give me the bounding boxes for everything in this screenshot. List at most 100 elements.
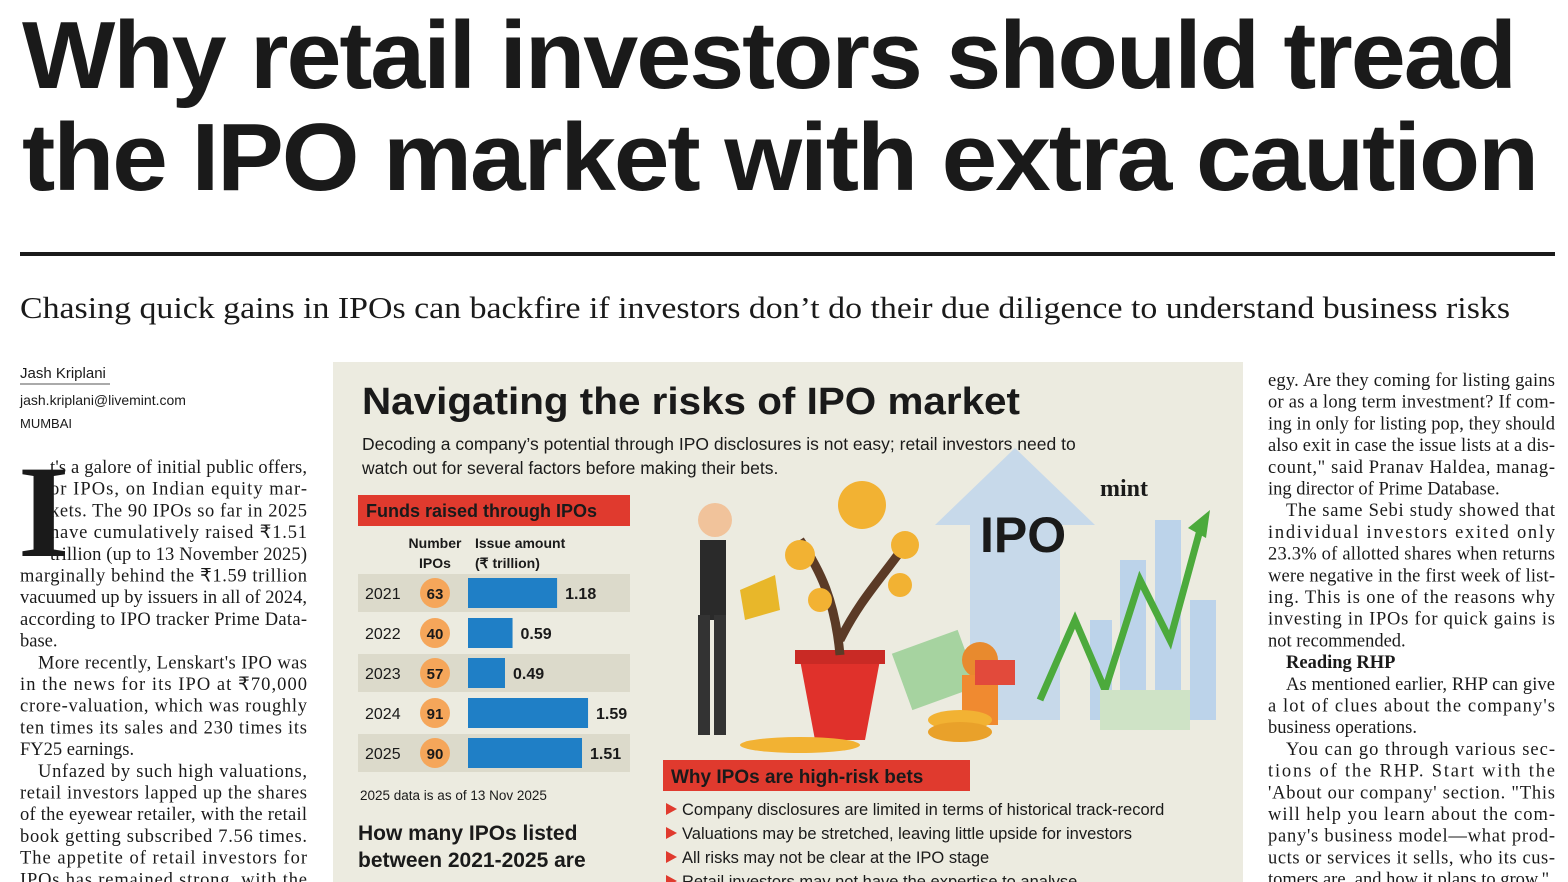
amount-bar	[468, 578, 558, 608]
ipo-count-badge	[420, 618, 450, 648]
ipo-count: 57	[427, 666, 444, 683]
headline-rule	[20, 252, 1555, 256]
illustration	[698, 448, 1216, 753]
amount-bar	[468, 658, 505, 688]
body-line: ucts or services it sells, who its cus-	[1268, 848, 1555, 868]
ipo-count: 90	[427, 746, 444, 763]
headline: the IPO market with extra caution	[22, 104, 1537, 211]
bullet	[666, 803, 677, 815]
section-heading: How many IPOs listed	[358, 822, 577, 845]
headline: Why retail investors should tread	[22, 2, 1515, 109]
section-heading: between 2021-2025 are	[358, 849, 586, 872]
body-line: tions of the RHP. Start with the	[1268, 762, 1555, 782]
risk-item: Company disclosures are limited in terms…	[682, 801, 1164, 819]
table-note: 2025 data is as of 13 Nov 2025	[360, 788, 547, 803]
year: 2025	[365, 746, 401, 763]
label-box	[663, 760, 970, 791]
body-line: ing director of Prime Database.	[1268, 480, 1500, 500]
risk-item: All risks may not be clear at the IPO st…	[682, 849, 989, 867]
ipo-count: 91	[427, 706, 444, 723]
ipo-count: 63	[427, 586, 444, 603]
ipo-count-badge	[420, 698, 450, 728]
body-line: according to IPO tracker Prime Data-	[20, 610, 307, 630]
column-header: IPOs	[419, 555, 451, 571]
logo: mint	[1100, 476, 1148, 502]
infographic-description: watch out for several factors before mak…	[361, 458, 778, 478]
amount-label: 0.59	[521, 626, 552, 643]
bullet	[666, 851, 677, 863]
year: 2021	[365, 586, 401, 603]
year: 2022	[365, 626, 401, 643]
subheadline: Chasing quick gains in IPOs can backfire…	[20, 290, 1510, 325]
location: MUMBAI	[20, 416, 72, 431]
body-line: or as a long term investment? If com-	[1268, 393, 1555, 413]
body-line: of the eyewear retailer, with the retail	[20, 805, 307, 825]
ipo-count-badge	[420, 658, 450, 688]
body-line: were negative in the first week of list-	[1268, 566, 1555, 586]
body-line: egy. Are they coming for listing gains	[1268, 371, 1555, 391]
body-line: in the news for its IPO at ₹70,000	[20, 675, 307, 695]
bullet	[666, 827, 677, 839]
body-line: retail investors lapped up the shares	[20, 784, 307, 804]
body-line: kets. The 90 IPOs so far in 2025	[50, 501, 307, 521]
amount-bar	[468, 738, 583, 768]
amount-label: 1.51	[590, 746, 621, 763]
body-line: 23.3% of allotted shares when returns	[1268, 545, 1555, 565]
body-line: The same Sebi study showed that	[1286, 501, 1556, 521]
illustration-label: IPO	[980, 507, 1066, 563]
table-title: Funds raised through IPOs	[366, 501, 597, 521]
body-line: also exit in case the issue lists at a d…	[1268, 436, 1555, 456]
body-line: will help you learn about the com-	[1268, 805, 1555, 825]
body-line: crore-valuation, which was roughly	[20, 697, 308, 717]
drop-cap: I	[18, 438, 69, 585]
body-line: ten times its sales and 230 times its	[20, 718, 307, 738]
infographic-description: Decoding a company’s potential through I…	[362, 434, 1076, 454]
body-line: Unfazed by such high valuations,	[38, 762, 307, 782]
label-box	[358, 495, 630, 526]
body-line: More recently, Lenskart's IPO was	[38, 653, 307, 673]
body-line: marginally behind the ₹1.59 trillion	[20, 567, 307, 587]
amount-bar	[468, 698, 589, 728]
body-line: ing. This is one of the reasons why	[1268, 588, 1556, 608]
risk-item: Valuations may be stretched, leaving lit…	[682, 825, 1132, 843]
body-line: have cumulatively raised ₹1.51	[50, 523, 307, 543]
risk-item: Retail investors may not have the expert…	[682, 873, 1077, 882]
body-line: The appetite of retail investors for	[20, 849, 307, 869]
body-line: FY25 earnings.	[20, 740, 134, 760]
body-line: t's a galore of initial public offers,	[50, 458, 307, 478]
body-line: individual investors exited only	[1268, 523, 1556, 543]
body-line: As mentioned earlier, RHP can give	[1286, 675, 1555, 695]
ipo-count-badge	[420, 578, 450, 608]
body-line: IPOs has remained strong, with the	[20, 870, 307, 882]
subheading: Reading RHP	[1286, 653, 1395, 673]
body-line: tomers are, and how it plans to grow."	[1268, 870, 1549, 882]
author: Jash Kriplani	[20, 365, 106, 382]
body-line: 'About our company' section. "This	[1268, 783, 1555, 803]
infographic-title: Navigating the risks of IPO market	[362, 381, 1020, 423]
body-line: base.	[20, 632, 58, 652]
amount-label: 0.49	[513, 666, 544, 683]
year: 2024	[365, 706, 401, 723]
column-header: Issue amount	[475, 535, 566, 551]
ipo-count: 40	[427, 626, 444, 643]
bullet	[666, 875, 677, 882]
amount-label: 1.59	[596, 706, 627, 723]
body-line: trillion (up to 13 November 2025)	[50, 545, 307, 565]
body-line: not recommended.	[1268, 631, 1406, 651]
column-header: (₹ trillion)	[475, 555, 540, 571]
year: 2023	[365, 666, 401, 683]
body-line: or IPOs, on Indian equity mar-	[50, 480, 307, 500]
risks-title: Why IPOs are high-risk bets	[671, 767, 923, 788]
body-line: You can go through various sec-	[1286, 740, 1555, 760]
body-line: a lot of clues about the company's	[1268, 697, 1555, 717]
body-line: vacuumed up by issuers in all of 2024,	[20, 588, 307, 608]
body-line: book getting subscribed 7.56 times.	[20, 827, 307, 847]
ipo-count-badge	[420, 738, 450, 768]
body-line: business operations.	[1268, 718, 1417, 738]
column-header: Number	[409, 535, 462, 551]
body-line: investing in IPOs for quick gains is	[1268, 610, 1555, 630]
email: jash.kriplani@livemint.com	[19, 392, 186, 408]
body-line: count," said Pranav Haldea, manag-	[1268, 458, 1555, 478]
